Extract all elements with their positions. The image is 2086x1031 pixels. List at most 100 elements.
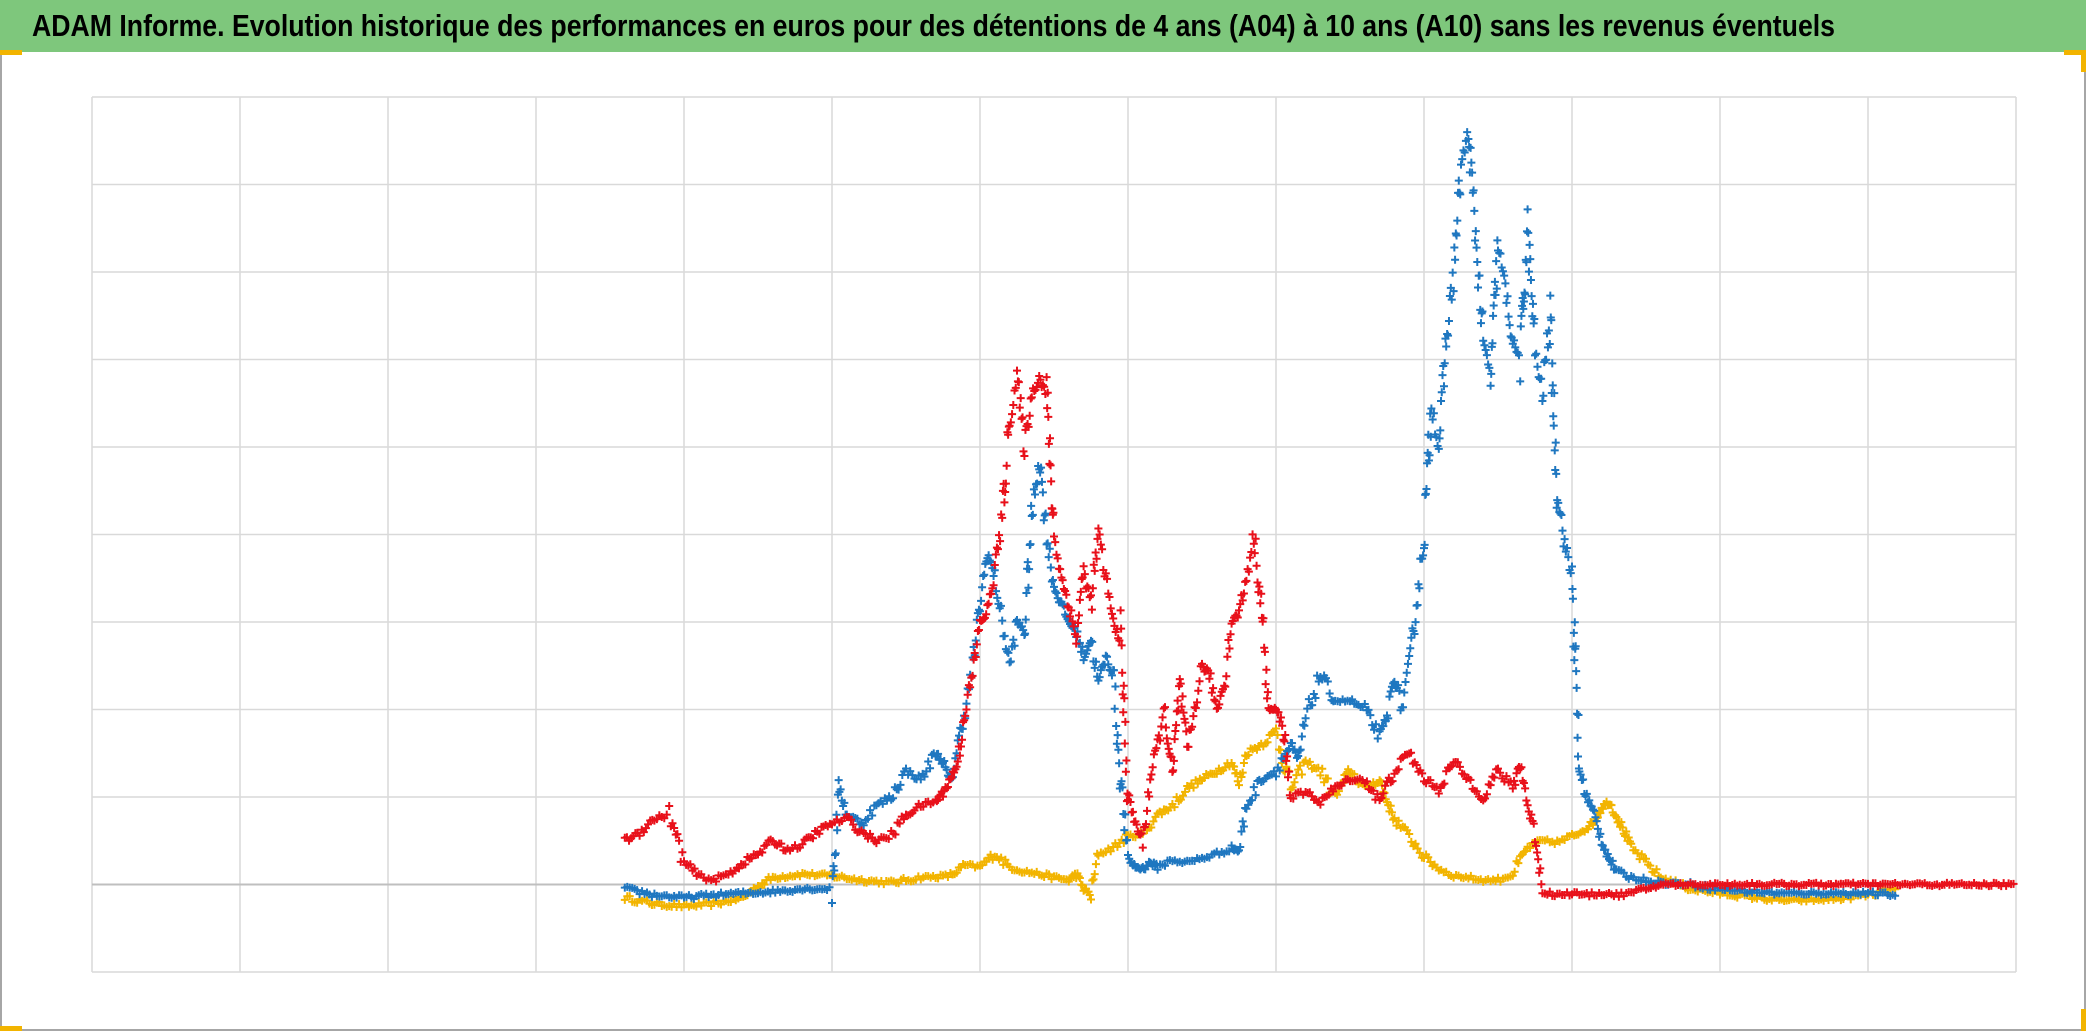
data-point [1360, 699, 1369, 708]
data-point [1444, 317, 1453, 326]
data-point [1033, 479, 1042, 488]
data-point [1527, 810, 1536, 819]
data-point [1222, 672, 1231, 681]
data-point [1489, 301, 1498, 310]
data-point [920, 772, 929, 781]
data-point [955, 751, 964, 760]
data-point [1532, 841, 1541, 850]
data-point [1504, 312, 1513, 321]
data-point [1006, 418, 1015, 427]
data-point [1399, 703, 1408, 712]
data-point [982, 610, 991, 619]
data-point [665, 801, 674, 810]
data-point [1276, 745, 1285, 754]
data-point [1294, 752, 1303, 761]
data-point [1093, 534, 1102, 543]
data-point [1411, 839, 1420, 848]
data-point [1025, 565, 1034, 574]
data-point [1486, 781, 1495, 790]
data-point [1045, 544, 1054, 553]
data-point [952, 762, 961, 771]
data-point [1288, 783, 1297, 792]
data-point [1170, 735, 1179, 744]
data-point [1467, 158, 1476, 167]
data-point [1147, 770, 1156, 779]
data-point [1437, 397, 1446, 406]
data-point [990, 561, 999, 570]
data-point [1120, 694, 1129, 703]
data-point [1095, 673, 1104, 682]
data-point [1004, 648, 1013, 657]
data-point [840, 798, 849, 807]
data-point [1533, 362, 1542, 371]
data-point [1436, 426, 1445, 435]
data-point [1037, 463, 1046, 472]
data-point [978, 583, 987, 592]
data-point [1305, 757, 1314, 766]
data-point [1618, 823, 1627, 832]
data-point [1068, 617, 1077, 626]
data-point [1172, 721, 1181, 730]
data-point [979, 615, 988, 624]
data-point [1157, 722, 1166, 731]
data-point [1144, 788, 1153, 797]
data-point [1242, 576, 1251, 585]
data-point [1275, 766, 1284, 775]
data-point [815, 829, 824, 838]
data-point [1639, 873, 1648, 882]
data-point [1448, 268, 1457, 277]
data-point [1216, 691, 1225, 700]
data-point [1633, 849, 1642, 858]
title-bar: ADAM Informe. Evolution historique des p… [0, 0, 2086, 52]
data-point [849, 820, 858, 829]
data-point [1536, 864, 1545, 873]
data-point [1132, 820, 1141, 829]
data-point [758, 848, 767, 857]
data-point [943, 873, 952, 882]
data-point [1400, 688, 1409, 697]
data-point [836, 785, 845, 794]
data-point [1112, 739, 1121, 748]
data-point [1013, 366, 1021, 375]
data-point [1299, 720, 1308, 729]
data-point [1159, 704, 1168, 713]
data-point [1568, 562, 1576, 571]
data-point [1149, 817, 1158, 826]
data-point [1503, 292, 1512, 301]
data-point [1252, 561, 1261, 570]
data-point [984, 551, 993, 560]
data-point [1486, 381, 1495, 390]
data-point [1502, 298, 1511, 307]
data-point [924, 757, 933, 766]
data-point [866, 806, 875, 815]
data-point [1521, 784, 1530, 793]
data-point [1537, 374, 1546, 383]
data-point [1301, 714, 1310, 723]
data-point [1564, 553, 1573, 562]
data-point [1468, 168, 1477, 177]
data-point [998, 616, 1007, 625]
data-point [1001, 487, 1010, 496]
data-point [1047, 477, 1056, 486]
data-point [1087, 591, 1095, 600]
data-point [1050, 532, 1058, 541]
data-point [1224, 635, 1233, 644]
data-point [1407, 748, 1416, 757]
data-point [989, 581, 998, 590]
data-point [1432, 782, 1441, 791]
data-point [1621, 832, 1630, 841]
data-point [1288, 739, 1297, 748]
data-point [932, 797, 941, 806]
data-point [1535, 868, 1544, 877]
data-point [1552, 469, 1561, 478]
data-point [1593, 824, 1602, 833]
data-point [1117, 641, 1126, 650]
data-point [1569, 628, 1578, 637]
data-point [1394, 816, 1403, 825]
data-point [1526, 255, 1535, 264]
data-point [1325, 689, 1334, 698]
data-point [1548, 381, 1557, 390]
data-point [1250, 549, 1259, 558]
data-point [1089, 875, 1098, 884]
data-point [747, 854, 756, 863]
